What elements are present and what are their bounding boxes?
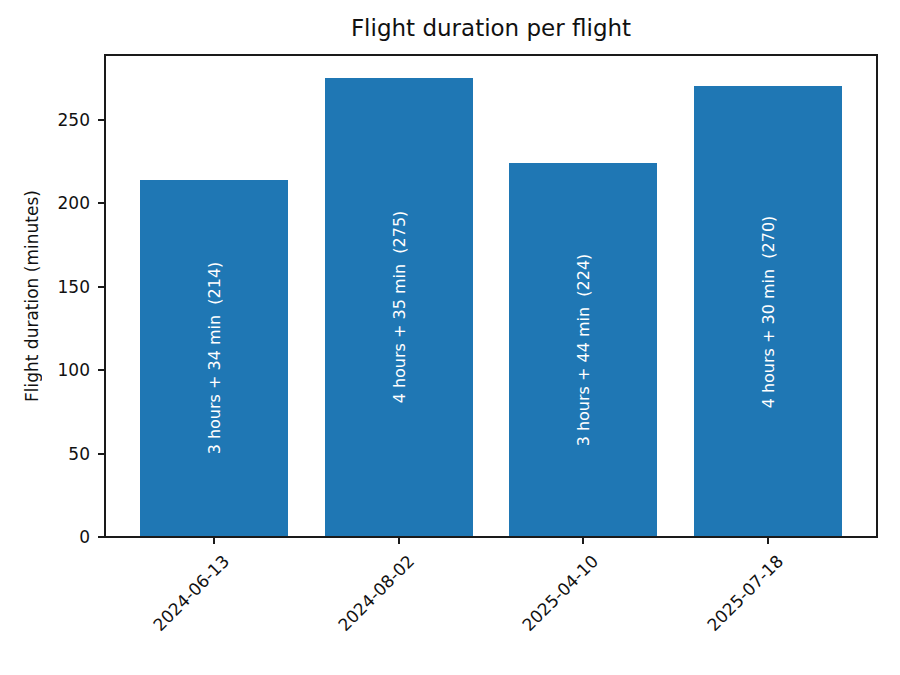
- bar-2025-07-18: 4 hours + 30 min (270): [694, 86, 842, 537]
- bar-value-label: 3 hours + 44 min (224): [574, 254, 593, 447]
- y-tick-label: 150: [32, 277, 90, 297]
- y-tick-label: 0: [32, 527, 90, 547]
- x-tick-label: 2024-06-13: [127, 551, 233, 657]
- y-tick-label: 100: [32, 360, 90, 380]
- x-tick-label: 2025-04-10: [496, 551, 602, 657]
- bar-2024-08-02: 4 hours + 35 min (275): [325, 78, 473, 537]
- bar-2025-04-10: 3 hours + 44 min (224): [509, 163, 657, 537]
- x-tick-label: 2024-08-02: [312, 551, 418, 657]
- y-tick-label: 200: [32, 193, 90, 213]
- bar-value-label: 4 hours + 30 min (270): [759, 215, 778, 408]
- y-tick-mark: [98, 536, 105, 538]
- bar-value-label: 3 hours + 34 min (214): [204, 262, 223, 455]
- y-tick-mark: [98, 202, 105, 204]
- y-tick-mark: [98, 453, 105, 455]
- bar-value-label: 4 hours + 35 min (275): [389, 211, 408, 404]
- x-tick-mark: [398, 537, 400, 544]
- y-tick-label: 250: [32, 110, 90, 130]
- y-tick-label: 50: [32, 444, 90, 464]
- y-tick-mark: [98, 369, 105, 371]
- x-tick-mark: [767, 537, 769, 544]
- y-tick-mark: [98, 119, 105, 121]
- plot-area: 3 hours + 34 min (214) 4 hours + 35 min (…: [105, 55, 877, 537]
- chart-title: Flight duration per flight: [105, 14, 877, 42]
- bar-chart-figure: Flight duration per flight Flight durati…: [0, 0, 900, 675]
- x-tick-label: 2025-07-18: [681, 551, 787, 657]
- y-tick-mark: [98, 286, 105, 288]
- x-tick-mark: [213, 537, 215, 544]
- x-tick-mark: [582, 537, 584, 544]
- bar-2024-06-13: 3 hours + 34 min (214): [140, 180, 288, 537]
